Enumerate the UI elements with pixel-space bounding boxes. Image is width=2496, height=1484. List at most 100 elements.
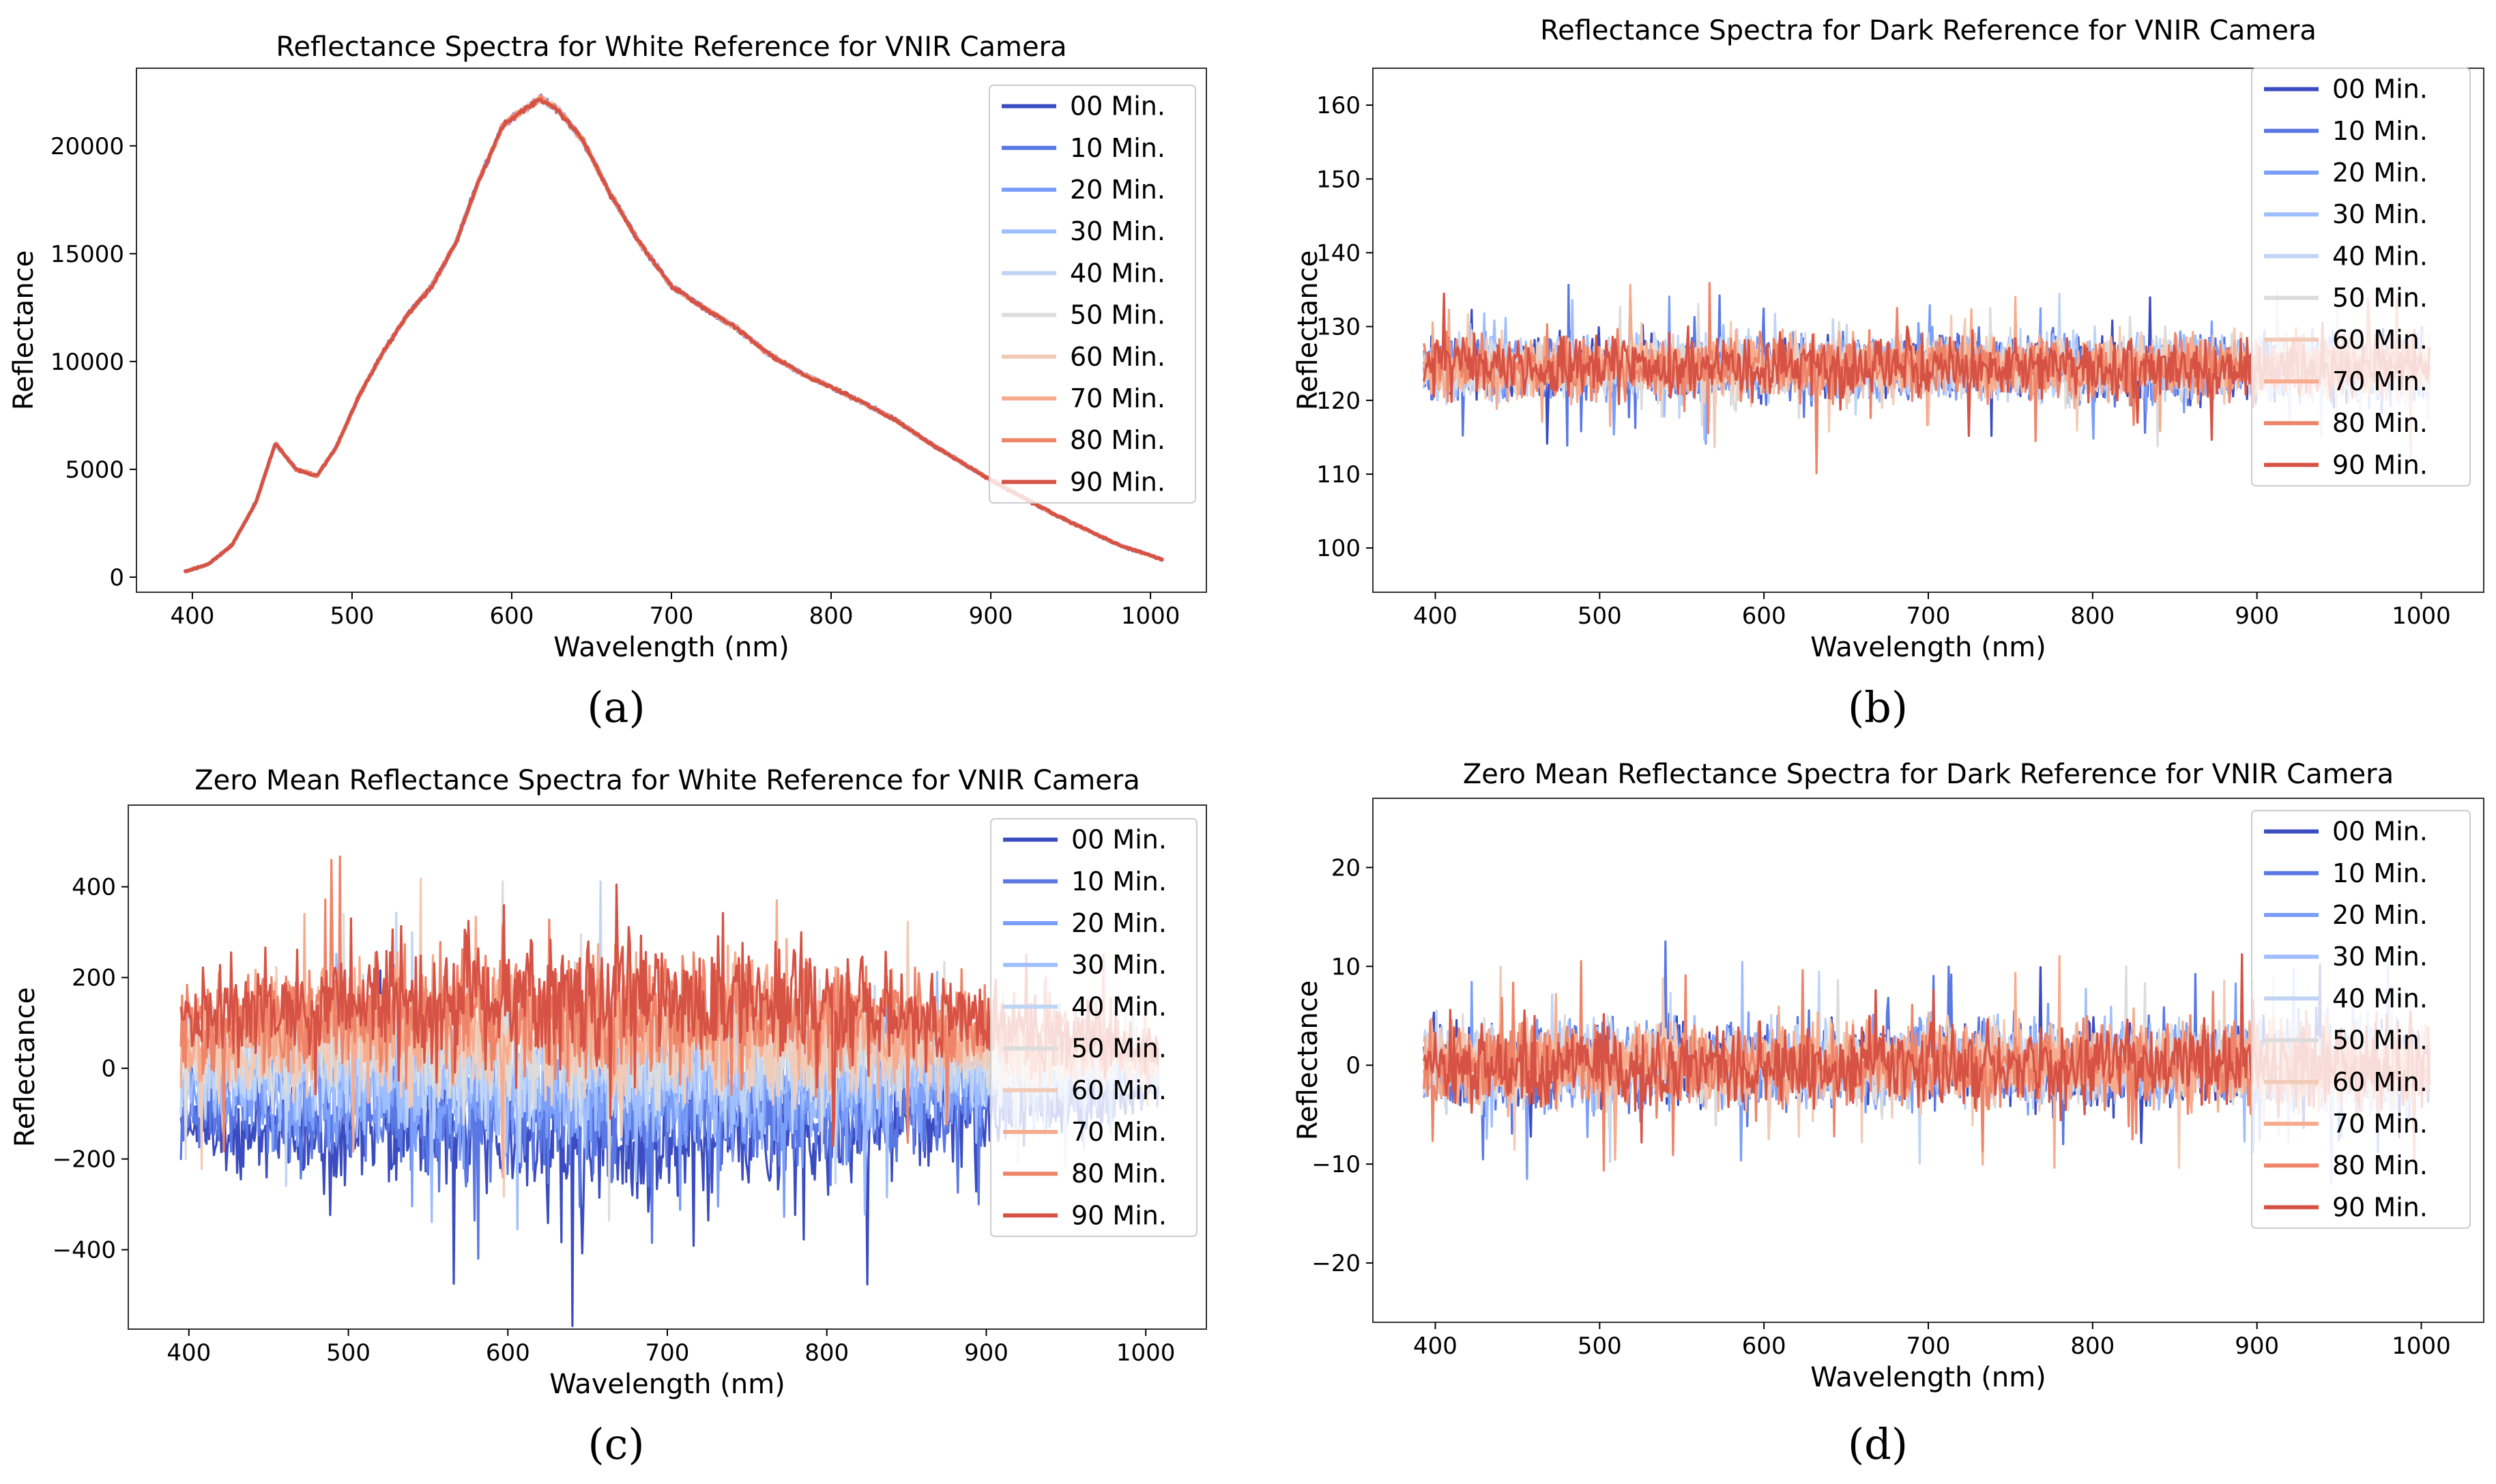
legend-label: 50 Min.: [2332, 1025, 2428, 1056]
legend-label: 00 Min.: [2332, 74, 2428, 104]
chart-3: Zero Mean Reflectance Spectra for White …: [10, 765, 1207, 1400]
legend-label: 20 Min.: [1070, 175, 1165, 205]
x-tick-label: 500: [1578, 1333, 1622, 1360]
legend-label: 20 Min.: [2332, 900, 2428, 930]
y-axis-label: Reflectance: [1292, 250, 1324, 411]
legend-label: 40 Min.: [1070, 258, 1165, 288]
legend-label: 90 Min.: [1070, 467, 1165, 497]
legend-label: 70 Min.: [1071, 1117, 1167, 1147]
y-tick-label: 0: [1346, 1052, 1361, 1079]
legend-label: 90 Min.: [2332, 1192, 2428, 1222]
chart-2: Reflectance Spectra for Dark Reference f…: [1292, 15, 2484, 663]
y-tick-label: −200: [53, 1146, 116, 1174]
legend: 00 Min. 10 Min. 20 Min. 30 Min. 40 Min. 50 Mi…: [2251, 810, 2471, 1229]
legend-label: 10 Min.: [2332, 858, 2428, 888]
legend-label: 60 Min.: [1071, 1075, 1167, 1105]
chart-title: Zero Mean Reflectance Spectra for White …: [194, 765, 1140, 796]
y-tick-label: 200: [72, 965, 116, 992]
legend-label: 80 Min.: [1070, 425, 1165, 455]
y-tick-label: 120: [1316, 388, 1361, 415]
x-tick-label: 900: [2235, 1333, 2279, 1360]
legend-label: 70 Min.: [1070, 383, 1165, 413]
x-tick-label: 700: [1906, 1333, 1951, 1360]
x-tick-label: 1000: [1121, 602, 1180, 630]
x-tick-label: 700: [1906, 602, 1951, 630]
legend-label: 30 Min.: [2332, 199, 2428, 229]
x-tick-label: 500: [1578, 602, 1622, 630]
legend-label: 60 Min.: [2332, 1067, 2428, 1097]
legend-label: 30 Min.: [2332, 942, 2428, 972]
x-tick-label: 500: [330, 602, 374, 630]
panel-label-c: (c): [587, 1419, 644, 1469]
legend-label: 30 Min.: [1071, 950, 1167, 980]
x-axis-label: Wavelength (nm): [1810, 632, 2046, 663]
x-tick-label: 400: [1413, 1333, 1457, 1360]
y-tick-label: 10: [1331, 953, 1361, 980]
x-axis-label: Wavelength (nm): [1810, 1362, 2046, 1393]
x-tick-label: 1000: [2392, 1333, 2451, 1360]
y-tick-label: 20: [1331, 854, 1361, 882]
legend-label: 00 Min.: [1070, 91, 1165, 121]
y-tick-label: −10: [1311, 1151, 1361, 1178]
legend-label: 70 Min.: [2332, 366, 2428, 396]
y-axis-label: Reflectance: [1292, 980, 1324, 1141]
x-tick-label: 600: [486, 1339, 530, 1367]
chart-4: Zero Mean Reflectance Spectra for Dark R…: [1292, 759, 2484, 1393]
x-tick-label: 600: [1742, 1333, 1786, 1360]
x-tick-label: 800: [804, 1339, 849, 1367]
y-axis-label: Reflectance: [8, 250, 40, 411]
y-tick-label: 5000: [65, 456, 124, 484]
x-tick-label: 800: [2070, 1333, 2115, 1360]
y-tick-label: 100: [1316, 535, 1361, 562]
y-axis-label: Reflectance: [10, 987, 41, 1148]
y-tick-label: 0: [109, 564, 124, 592]
legend-label: 50 Min.: [1070, 300, 1165, 330]
y-tick-label: 20000: [50, 133, 124, 160]
legend-label: 80 Min.: [2332, 1150, 2428, 1180]
x-axis-label: Wavelength (nm): [553, 632, 789, 663]
panel-label-a: (a): [587, 682, 645, 732]
chart-1: Reflectance Spectra for White Reference …: [8, 31, 1207, 663]
legend-label: 50 Min.: [2332, 283, 2428, 313]
chart-title: Reflectance Spectra for White Reference …: [276, 31, 1066, 63]
x-tick-label: 800: [809, 602, 854, 630]
x-tick-label: 700: [650, 602, 694, 630]
y-tick-label: 10000: [50, 349, 124, 376]
legend-label: 30 Min.: [1070, 216, 1165, 246]
y-tick-label: 15000: [50, 241, 124, 268]
panel-label-d: (d): [1848, 1419, 1908, 1469]
legend-label: 00 Min.: [1071, 825, 1167, 855]
x-tick-label: 700: [645, 1339, 690, 1367]
x-tick-label: 500: [326, 1339, 371, 1367]
y-tick-label: 0: [101, 1056, 116, 1083]
legend: 00 Min. 10 Min. 20 Min. 30 Min. 40 Min. 50 Mi…: [990, 818, 1198, 1237]
y-tick-label: 160: [1316, 92, 1361, 119]
legend-label: 40 Min.: [1071, 991, 1167, 1021]
legend-label: 20 Min.: [1071, 908, 1167, 938]
y-tick-label: 140: [1316, 239, 1361, 267]
legend-label: 20 Min.: [2332, 158, 2428, 188]
legend-label: 80 Min.: [1071, 1159, 1167, 1189]
legend-label: 90 Min.: [2332, 450, 2428, 480]
legend-label: 70 Min.: [2332, 1109, 2428, 1139]
y-tick-label: 110: [1316, 461, 1361, 489]
legend-label: 60 Min.: [2332, 325, 2428, 355]
y-tick-label: 400: [72, 874, 116, 901]
legend-label: 40 Min.: [2332, 241, 2428, 271]
y-tick-label: 150: [1316, 166, 1361, 193]
y-tick-label: −400: [53, 1237, 116, 1264]
x-tick-label: 800: [2070, 602, 2115, 630]
panel-label-b: (b): [1848, 682, 1908, 732]
x-tick-label: 1000: [1116, 1339, 1176, 1367]
legend-label: 80 Min.: [2332, 408, 2428, 438]
x-axis-label: Wavelength (nm): [549, 1369, 785, 1400]
legend: 00 Min. 10 Min. 20 Min. 30 Min. 40 Min. 50 Mi…: [2251, 68, 2471, 486]
legend-label: 60 Min.: [1070, 342, 1165, 372]
y-tick-label: 130: [1316, 314, 1361, 341]
x-tick-label: 400: [166, 1339, 211, 1367]
x-tick-label: 1000: [2392, 602, 2451, 630]
legend-label: 90 Min.: [1071, 1200, 1167, 1230]
legend-label: 10 Min.: [2332, 116, 2428, 146]
legend-label: 40 Min.: [2332, 983, 2428, 1013]
x-tick-label: 600: [1742, 602, 1786, 630]
